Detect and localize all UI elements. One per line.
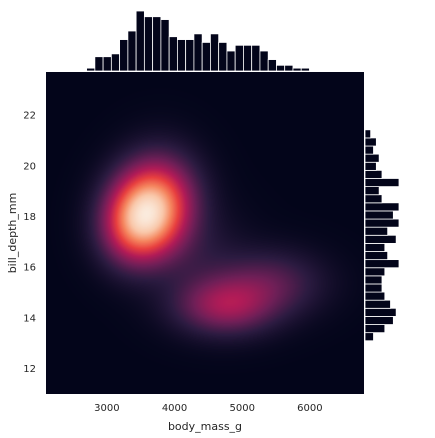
x-marginal-bar bbox=[152, 16, 162, 72]
y-marginal-bar bbox=[364, 316, 394, 325]
y-marginal-bar bbox=[364, 259, 400, 269]
x-marginal-bar bbox=[193, 33, 203, 72]
y-marginal-bar bbox=[364, 226, 389, 236]
y-tick-label: 16 bbox=[23, 263, 36, 274]
x-marginal-bar bbox=[102, 56, 112, 72]
x-tick-label: 3000 bbox=[94, 403, 119, 414]
x-marginal-bar bbox=[86, 67, 96, 72]
y-tick-label: 20 bbox=[23, 161, 36, 172]
x-marginal-bar bbox=[110, 53, 121, 72]
y-marginal-bar bbox=[364, 307, 397, 317]
y-marginal-histogram bbox=[364, 129, 400, 342]
x-axis-label: body_mass_g bbox=[168, 420, 242, 433]
y-marginal-bar bbox=[364, 251, 389, 261]
joint-plot-area bbox=[46, 72, 364, 394]
y-tick-label: 18 bbox=[23, 212, 36, 223]
x-marginal-bar bbox=[234, 44, 244, 72]
y-marginal-bar bbox=[364, 242, 386, 252]
x-marginal-bar bbox=[292, 67, 302, 72]
x-marginal-bar bbox=[276, 64, 286, 72]
x-marginal-bar bbox=[226, 50, 236, 72]
x-marginal-bar bbox=[176, 39, 187, 72]
y-marginal-bar bbox=[364, 275, 383, 285]
y-marginal-bar bbox=[364, 210, 394, 220]
y-marginal-bar bbox=[364, 194, 383, 204]
y-marginal-bar bbox=[364, 234, 397, 244]
x-tick-label: 4000 bbox=[162, 403, 187, 414]
y-marginal-bar bbox=[364, 324, 386, 334]
x-marginal-bar bbox=[218, 42, 228, 72]
y-tick-label: 22 bbox=[23, 111, 36, 122]
x-axis: 3000 4000 5000 6000 bbox=[94, 403, 322, 414]
y-marginal-bar bbox=[364, 137, 377, 147]
x-marginal-bar bbox=[94, 56, 104, 72]
x-marginal-bar bbox=[160, 19, 170, 72]
x-marginal-bar bbox=[185, 39, 195, 72]
y-axis: 12 14 16 18 20 22 bbox=[23, 111, 36, 376]
y-marginal-bar bbox=[364, 283, 383, 293]
y-marginal-bar bbox=[364, 291, 386, 301]
y-marginal-bar bbox=[364, 267, 386, 277]
x-marginal-bar bbox=[243, 44, 253, 72]
x-marginal-bar bbox=[143, 16, 154, 72]
kde-density-image bbox=[46, 72, 364, 394]
x-marginal-bar bbox=[300, 67, 310, 72]
y-marginal-bar bbox=[364, 218, 400, 228]
y-marginal-bar bbox=[364, 169, 383, 179]
y-marginal-bar bbox=[364, 145, 374, 155]
y-marginal-bar bbox=[364, 202, 400, 212]
x-marginal-bar bbox=[267, 59, 277, 72]
x-marginal-bar bbox=[284, 64, 294, 72]
y-axis-label: bill_depth_mm bbox=[6, 193, 19, 274]
x-tick-label: 5000 bbox=[229, 403, 254, 414]
x-tick-label: 6000 bbox=[297, 403, 322, 414]
y-tick-label: 12 bbox=[23, 364, 36, 375]
x-marginal-bar bbox=[251, 44, 261, 72]
y-marginal-bar bbox=[364, 299, 391, 309]
x-marginal-bar bbox=[135, 10, 145, 72]
y-marginal-bar bbox=[364, 332, 374, 342]
y-marginal-bar bbox=[364, 129, 372, 139]
x-marginal-bar bbox=[210, 33, 220, 72]
x-marginal-bar bbox=[259, 50, 269, 72]
x-marginal-bar bbox=[127, 30, 137, 72]
x-marginal-bar bbox=[201, 42, 211, 72]
x-marginal-histogram bbox=[86, 10, 310, 72]
y-marginal-bar bbox=[364, 153, 380, 163]
y-marginal-bar bbox=[364, 178, 400, 188]
y-marginal-bar bbox=[364, 161, 377, 171]
x-marginal-bar bbox=[119, 39, 129, 72]
y-marginal-bar bbox=[364, 186, 380, 196]
x-marginal-bar bbox=[168, 36, 178, 72]
y-tick-label: 14 bbox=[23, 313, 36, 324]
